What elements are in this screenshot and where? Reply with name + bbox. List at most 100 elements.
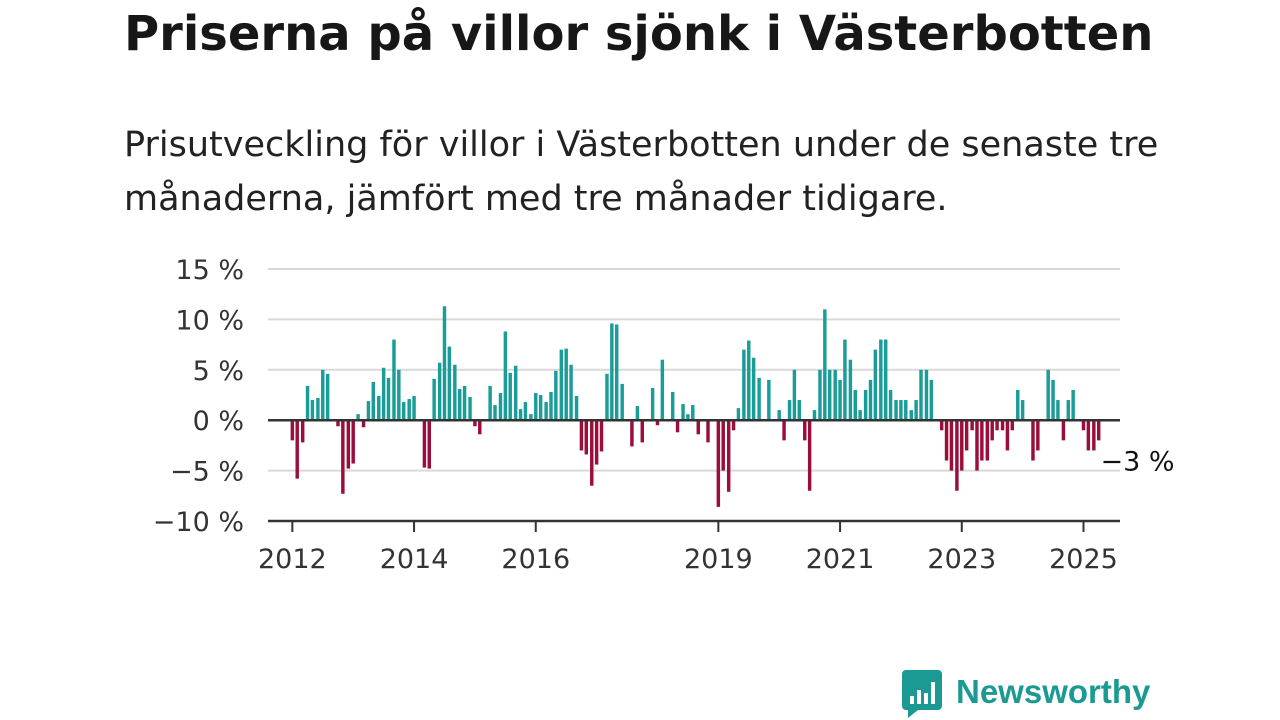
bar bbox=[716, 420, 721, 507]
chart-title: Priserna på villor sjönk i Västerbotten bbox=[124, 6, 1154, 62]
bar bbox=[858, 410, 862, 421]
bar bbox=[823, 309, 827, 421]
x-tick-label: 2023 bbox=[927, 544, 996, 575]
bar bbox=[513, 365, 518, 421]
bar bbox=[407, 399, 411, 421]
bar bbox=[985, 420, 990, 461]
bar bbox=[863, 389, 868, 421]
bar bbox=[534, 392, 538, 421]
chart-subtitle: Prisutveckling för villor i Västerbotten… bbox=[124, 125, 1159, 219]
bar bbox=[955, 420, 959, 491]
bar bbox=[894, 400, 898, 421]
bar bbox=[594, 420, 599, 465]
y-tick-label: 5 % bbox=[193, 356, 244, 387]
bar bbox=[919, 369, 923, 421]
bar bbox=[792, 369, 797, 421]
bar bbox=[747, 340, 751, 421]
bar bbox=[964, 420, 969, 451]
bar bbox=[1005, 420, 1010, 451]
bar bbox=[731, 420, 736, 431]
bar bbox=[366, 401, 371, 421]
bar bbox=[1020, 400, 1025, 421]
bar bbox=[305, 385, 310, 421]
bar bbox=[599, 420, 604, 452]
bar bbox=[721, 420, 725, 471]
bar bbox=[462, 385, 467, 421]
x-tick-label: 2012 bbox=[258, 544, 327, 575]
newsworthy-logo: Newsworthy bbox=[902, 670, 1150, 718]
bar bbox=[569, 364, 573, 421]
bar bbox=[853, 389, 857, 421]
bar bbox=[386, 377, 391, 421]
bar bbox=[488, 385, 492, 421]
bar bbox=[371, 381, 376, 421]
bar bbox=[341, 420, 345, 494]
bar bbox=[736, 408, 741, 421]
x-tick-label: 2025 bbox=[1049, 544, 1118, 575]
bar bbox=[807, 420, 812, 491]
bar bbox=[838, 379, 842, 421]
y-tick-label: −5 % bbox=[170, 457, 244, 488]
bar bbox=[742, 349, 746, 421]
bar bbox=[447, 346, 452, 421]
bar bbox=[1066, 400, 1070, 421]
bar bbox=[827, 369, 832, 421]
bar bbox=[833, 369, 837, 421]
bar bbox=[1051, 379, 1055, 421]
x-tick-label: 2019 bbox=[684, 544, 753, 575]
bar bbox=[610, 323, 614, 421]
bar bbox=[706, 420, 710, 443]
bar bbox=[670, 391, 675, 421]
bar bbox=[726, 420, 731, 492]
bar bbox=[508, 372, 512, 421]
bar bbox=[803, 420, 807, 441]
bar bbox=[564, 348, 568, 421]
bar bbox=[848, 359, 853, 421]
bar bbox=[818, 369, 822, 421]
bar bbox=[883, 339, 888, 421]
y-tick-label: 0 % bbox=[193, 406, 244, 437]
bar bbox=[549, 391, 553, 421]
bar bbox=[605, 373, 609, 421]
last-value-annotation: −3 % bbox=[1101, 446, 1175, 477]
x-tick-label: 2016 bbox=[501, 544, 570, 575]
bar bbox=[518, 409, 523, 421]
bar bbox=[787, 400, 792, 421]
bar bbox=[939, 420, 944, 431]
bar bbox=[432, 378, 436, 421]
y-tick-label: 10 % bbox=[175, 305, 244, 336]
bar bbox=[873, 349, 878, 421]
bar bbox=[290, 420, 295, 441]
bar bbox=[888, 389, 893, 421]
bar bbox=[868, 379, 873, 421]
bar bbox=[310, 400, 315, 421]
bar bbox=[554, 370, 558, 421]
bar bbox=[493, 405, 497, 421]
bar bbox=[675, 420, 680, 433]
bar bbox=[1016, 389, 1020, 421]
bar bbox=[990, 420, 994, 441]
bar bbox=[579, 420, 584, 451]
brand-name: Newsworthy bbox=[956, 673, 1151, 710]
bar bbox=[635, 406, 640, 421]
bar bbox=[1010, 420, 1015, 431]
bar bbox=[843, 339, 847, 421]
bar bbox=[1081, 420, 1086, 431]
bar bbox=[655, 420, 660, 426]
bar bbox=[295, 420, 299, 479]
bar bbox=[442, 306, 447, 421]
bar bbox=[412, 396, 416, 421]
y-tick-label: 15 % bbox=[175, 255, 244, 286]
bar bbox=[751, 357, 756, 421]
bar bbox=[361, 420, 366, 428]
bar bbox=[422, 420, 427, 468]
bar bbox=[427, 420, 431, 469]
bar bbox=[975, 420, 979, 471]
x-tick-label: 2021 bbox=[806, 544, 875, 575]
bar bbox=[377, 396, 381, 421]
bar bbox=[960, 420, 964, 471]
bar bbox=[914, 400, 918, 421]
bar bbox=[437, 362, 442, 421]
bar bbox=[1056, 400, 1060, 421]
